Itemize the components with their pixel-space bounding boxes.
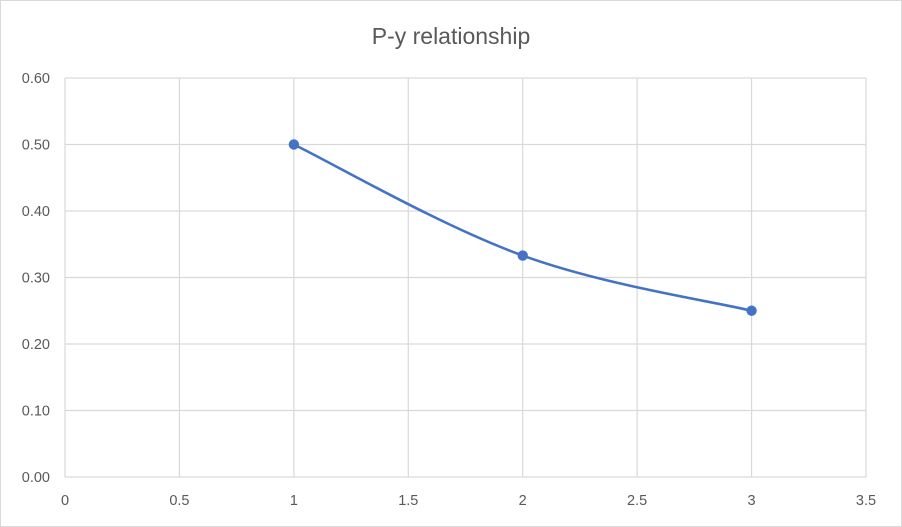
- data-point-marker: [288, 139, 300, 150]
- x-tick-label: 0: [61, 493, 69, 509]
- x-axis-tick-labels: 0 0.5 1 1.5 2 2.5 3 3.5: [61, 493, 876, 509]
- x-tick-label: 2.5: [627, 493, 647, 509]
- data-point-marker: [517, 250, 528, 261]
- y-tick-label: 0.50: [22, 138, 50, 154]
- x-tick-label: 0.5: [169, 493, 189, 509]
- x-tick-label: 1: [290, 493, 298, 509]
- chart-title: P-y relationship: [372, 23, 531, 49]
- y-tick-label: 0.10: [22, 404, 50, 420]
- y-tick-label: 0.00: [22, 470, 50, 486]
- data-point-marker: [746, 305, 757, 316]
- x-tick-label: 3.5: [856, 493, 876, 509]
- x-tick-label: 2: [519, 493, 527, 509]
- y-tick-label: 0.60: [22, 71, 50, 87]
- y-axis-tick-labels: 0.00 0.10 0.20 0.30 0.40 0.50 0.60: [22, 71, 50, 486]
- series-group: [288, 139, 757, 316]
- gridlines: [64, 77, 867, 478]
- y-tick-label: 0.40: [22, 204, 50, 220]
- x-tick-label: 1.5: [398, 493, 418, 509]
- y-tick-label: 0.20: [22, 337, 50, 353]
- x-tick-label: 3: [748, 493, 756, 509]
- y-tick-label: 0.30: [22, 271, 50, 287]
